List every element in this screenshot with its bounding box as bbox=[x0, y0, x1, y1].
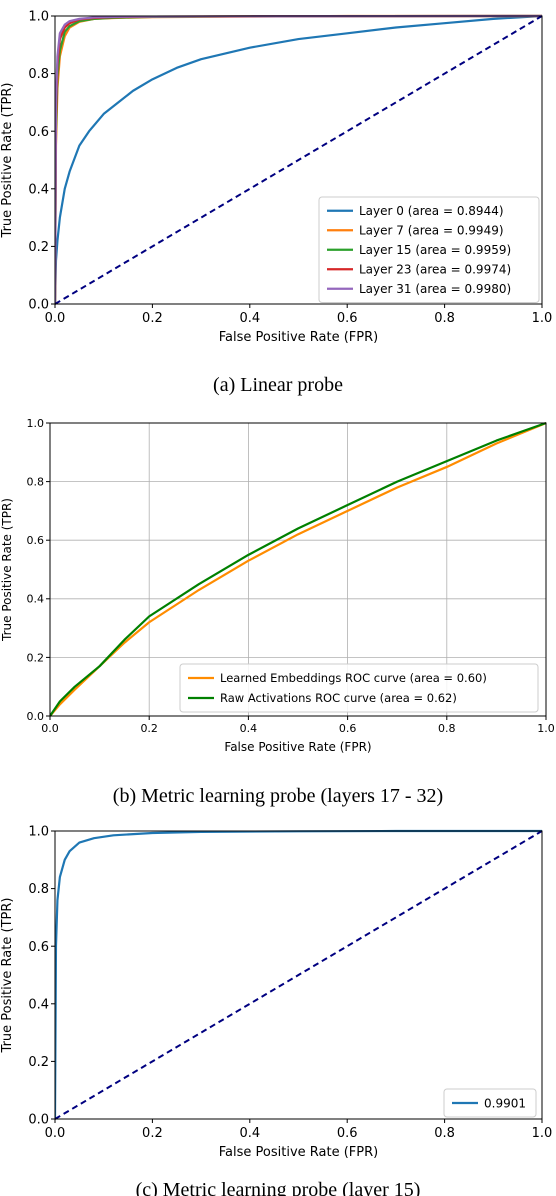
x-tick-label: 0.4 bbox=[239, 311, 260, 326]
x-axis-label: False Positive Rate (FPR) bbox=[224, 740, 371, 754]
x-tick-label: 0.2 bbox=[142, 1126, 163, 1141]
series-line bbox=[50, 421, 546, 717]
x-axis-label: False Positive Rate (FPR) bbox=[219, 1145, 378, 1160]
x-tick-label: 0.6 bbox=[337, 1126, 358, 1141]
plot-frame bbox=[54, 830, 543, 1120]
y-tick-label: 0.8 bbox=[28, 882, 49, 897]
y-tick-label: 0.8 bbox=[27, 475, 45, 488]
plot-frame bbox=[49, 422, 547, 717]
legend-label: Layer 0 (area = 0.8944) bbox=[359, 204, 504, 218]
y-axis-label: True Positive Rate (TPR) bbox=[0, 83, 15, 239]
y-axis-label: True Positive Rate (TPR) bbox=[0, 498, 14, 642]
legend: Learned Embeddings ROC curve (area = 0.6… bbox=[179, 663, 539, 713]
panel-caption: (a) Linear probe bbox=[213, 374, 343, 396]
y-axis-label: True Positive Rate (TPR) bbox=[0, 898, 15, 1054]
legend-box bbox=[179, 663, 539, 713]
y-tick-label: 0.4 bbox=[28, 182, 49, 197]
y-tick-label: 0.8 bbox=[28, 67, 49, 82]
x-tick-label: 0.2 bbox=[140, 722, 158, 735]
legend-label: Raw Activations ROC curve (area = 0.62) bbox=[220, 691, 457, 705]
legend-label: 0.9901 bbox=[484, 1096, 526, 1110]
x-tick-label: 0.0 bbox=[45, 1126, 66, 1141]
y-tick-label: 1.0 bbox=[28, 10, 49, 25]
panel-caption: (b) Metric learning probe (layers 17 - 3… bbox=[113, 785, 443, 807]
legend-label: Layer 15 (area = 0.9959) bbox=[359, 243, 511, 257]
x-tick-label: 0.6 bbox=[337, 311, 358, 326]
x-tick-label: 1.0 bbox=[532, 1126, 553, 1141]
legend: 0.9901 bbox=[443, 1088, 537, 1118]
legend-box bbox=[443, 1088, 537, 1118]
x-tick-label: 0.8 bbox=[434, 311, 455, 326]
y-tick-label: 1.0 bbox=[28, 825, 49, 840]
series-line bbox=[55, 14, 542, 305]
legend-box bbox=[318, 196, 540, 303]
y-tick-label: 0.4 bbox=[28, 997, 49, 1012]
series-line bbox=[50, 421, 546, 717]
y-tick-label: 0.6 bbox=[28, 125, 49, 140]
y-tick-label: 1.0 bbox=[27, 417, 45, 430]
series-line bbox=[55, 14, 542, 305]
legend-label: Layer 7 (area = 0.9949) bbox=[359, 224, 504, 238]
x-tick-label: 0.0 bbox=[45, 311, 66, 326]
x-tick-label: 0.6 bbox=[339, 722, 357, 735]
x-tick-label: 0.8 bbox=[434, 1126, 455, 1141]
plot-frame bbox=[54, 15, 543, 305]
y-tick-label: 0.0 bbox=[27, 710, 45, 723]
y-tick-label: 0.2 bbox=[27, 651, 45, 664]
y-tick-label: 0.6 bbox=[27, 534, 45, 547]
legend: Layer 0 (area = 0.8944) Layer 7 (area = 0… bbox=[318, 196, 540, 303]
y-tick-label: 0.2 bbox=[28, 240, 49, 255]
y-tick-label: 0.0 bbox=[28, 298, 49, 313]
x-tick-label: 1.0 bbox=[537, 722, 555, 735]
x-tick-label: 0.2 bbox=[142, 311, 163, 326]
y-tick-label: 0.4 bbox=[27, 593, 45, 606]
x-tick-label: 0.8 bbox=[438, 722, 456, 735]
chance-diagonal-line bbox=[55, 15, 542, 305]
panel-metric-layers-17-32: 0.0 0.2 0.4 0.6 0.8 1.0 0.0 0.2 0.4 0.6 0.8 1.0 Fals… bbox=[0, 417, 555, 807]
x-tick-label: 0.4 bbox=[239, 1126, 260, 1141]
legend-label: Learned Embeddings ROC curve (area = 0.6… bbox=[220, 671, 487, 685]
y-tick-label: 0.0 bbox=[28, 1113, 49, 1128]
y-tick-label: 0.2 bbox=[28, 1055, 49, 1070]
legend-label: Layer 31 (area = 0.9980) bbox=[359, 282, 511, 296]
legend-label: Layer 23 (area = 0.9974) bbox=[359, 263, 511, 277]
x-tick-label: 0.0 bbox=[41, 722, 59, 735]
panel-linear-probe: 0.0 0.2 0.4 0.6 0.8 1.0 0.0 0.2 0.4 0.6 0.8 1.0 Fals… bbox=[0, 10, 552, 396]
chance-diagonal-line bbox=[55, 830, 542, 1120]
x-tick-label: 1.0 bbox=[532, 311, 553, 326]
x-tick-label: 0.4 bbox=[240, 722, 258, 735]
panel-caption: (c) Metric learning probe (layer 15) bbox=[136, 1179, 421, 1196]
x-axis-label: False Positive Rate (FPR) bbox=[219, 330, 378, 345]
panel-metric-layer-15: 0.0 0.2 0.4 0.6 0.8 1.0 0.0 0.2 0.4 0.6 0.8 1.0 Fals… bbox=[0, 825, 552, 1196]
y-tick-label: 0.6 bbox=[28, 940, 49, 955]
